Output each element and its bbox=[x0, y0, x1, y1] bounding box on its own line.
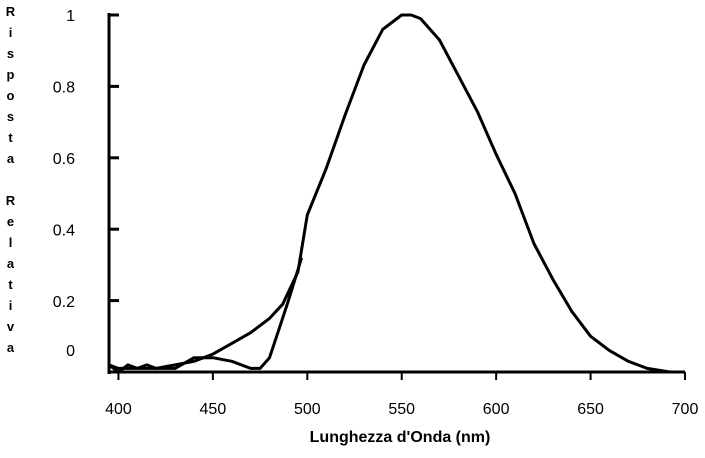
y-tick-label: 0.4 bbox=[53, 222, 75, 239]
y-tick-label: 0.6 bbox=[53, 151, 75, 168]
x-tick-label: 700 bbox=[672, 401, 699, 418]
y-axis-label: Risposta Relativa bbox=[3, 4, 18, 361]
x-tick-label: 550 bbox=[388, 401, 415, 418]
x-axis-label: Lunghezza d'Onda (nm) bbox=[310, 429, 491, 446]
x-tick-label: 400 bbox=[105, 401, 132, 418]
y-tick-label: 0.8 bbox=[53, 80, 75, 97]
y-tick-label: 0.2 bbox=[53, 294, 75, 311]
y-tick-label: 0 bbox=[66, 343, 75, 360]
line bbox=[108, 257, 304, 374]
x-tick-label: 450 bbox=[200, 401, 227, 418]
y-tick-label: 1 bbox=[66, 8, 75, 25]
x-tick-label: 500 bbox=[294, 401, 321, 418]
x-tick-label: 600 bbox=[483, 401, 510, 418]
x-tick-label: 650 bbox=[577, 401, 604, 418]
line bbox=[108, 13, 671, 374]
